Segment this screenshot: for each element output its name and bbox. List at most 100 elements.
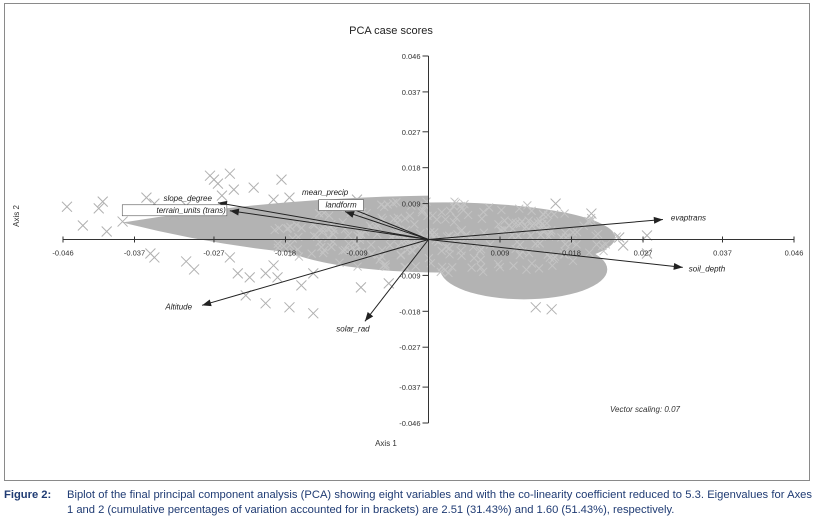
scatter-point — [307, 307, 319, 319]
vector-label: evaptrans — [671, 214, 706, 223]
vector-label: terrain_units (trans) — [156, 206, 226, 215]
cloud-texture — [572, 240, 581, 249]
cloud-texture — [393, 241, 403, 251]
cloud-texture — [289, 248, 299, 257]
scatter-point — [284, 192, 295, 203]
cloud-texture — [539, 210, 548, 219]
vector-label: mean_precip — [302, 188, 349, 197]
cloud-texture — [396, 250, 406, 260]
cloud-texture — [529, 219, 539, 228]
y-tick-label: -0.027 — [399, 343, 420, 352]
vector-solar-rad: solar_rad — [336, 239, 429, 333]
y-tick-label: 0.046 — [402, 52, 421, 61]
cloud-texture — [579, 221, 589, 231]
cloud-texture — [327, 242, 336, 252]
cloud-texture — [527, 259, 537, 268]
cloud-texture — [327, 219, 336, 229]
scatter-point — [204, 170, 216, 182]
scatter-point — [101, 226, 113, 237]
cloud-texture — [542, 218, 552, 228]
caption-text: Biplot of the final principal component … — [67, 489, 812, 516]
scatter-point — [546, 303, 558, 315]
scatter-point — [97, 196, 109, 207]
scatter-point — [296, 280, 307, 291]
caption-label: Figure 2: — [4, 489, 52, 501]
variable-vectors: slope_degree terrain_units (trans) mean_pr… — [121, 188, 726, 333]
x-tick-label: 0.027 — [634, 249, 653, 258]
cloud-texture — [381, 262, 391, 271]
scatter-point — [141, 192, 152, 203]
cloud-texture — [495, 262, 505, 272]
cloud-texture — [515, 250, 525, 260]
cloud-texture — [536, 216, 545, 226]
cloud-texture — [449, 217, 459, 227]
cloud-texture — [426, 227, 435, 237]
vector-scaling-note: Vector scaling: 0.07 — [610, 405, 681, 414]
cloud-texture — [335, 258, 344, 268]
scatter-point — [530, 301, 542, 313]
scatter-point — [276, 174, 287, 186]
y-tick-label: -0.018 — [399, 307, 420, 316]
cloud-texture — [417, 207, 427, 217]
cloud-texture — [556, 233, 566, 242]
cloud-texture — [515, 219, 525, 229]
y-tick-label: 0.018 — [402, 164, 421, 173]
cloud-texture — [478, 267, 488, 277]
scatter-point — [232, 268, 244, 279]
cloud-texture — [436, 267, 446, 277]
cloud-texture — [593, 229, 603, 239]
cloud-texture — [479, 207, 488, 217]
cloud-texture — [485, 240, 495, 249]
x-tick-label: -0.037 — [124, 249, 145, 258]
cloud-texture — [293, 245, 303, 254]
cloud-texture — [445, 206, 455, 216]
cloud-texture — [410, 219, 419, 229]
x-axis-label: Axis 1 — [375, 439, 397, 448]
y-tick-label: -0.009 — [399, 271, 420, 280]
scatter-point — [216, 190, 228, 201]
x-tick-label: 0.018 — [562, 249, 581, 258]
cloud-texture — [400, 214, 410, 223]
cloud-texture — [545, 253, 555, 263]
cloud-texture — [459, 205, 468, 215]
cloud-texture — [531, 239, 540, 249]
cloud-texture — [319, 245, 329, 255]
vector-soil-depth: soil_depth — [428, 239, 726, 273]
cloud-texture — [457, 251, 466, 261]
cloud-texture — [442, 242, 451, 252]
cloud-texture — [338, 246, 347, 256]
scatter-point — [268, 260, 279, 271]
x-tick-label: -0.018 — [275, 249, 296, 258]
chart-frame: -0.046 -0.037 -0.027 -0.018 -0.009 0.009 0.018… — [4, 3, 810, 481]
cloud-texture — [546, 226, 556, 235]
cloud-texture — [270, 225, 280, 235]
cloud-texture — [445, 249, 454, 259]
cloud-texture — [385, 241, 395, 250]
cloud-texture — [509, 261, 518, 271]
y-axis-label: Axis 2 — [12, 205, 21, 227]
cloud-texture — [282, 224, 292, 234]
cloud-texture — [279, 241, 289, 251]
cloud-texture — [392, 197, 401, 207]
cloud-texture — [568, 256, 578, 266]
cloud-texture — [294, 252, 304, 261]
vector-label: slope_degree — [163, 194, 212, 203]
vector-terrain-units-trans-: terrain_units (trans) — [121, 204, 429, 240]
cloud-texture — [292, 220, 301, 230]
cloud-texture — [288, 234, 298, 243]
cloud-texture — [514, 231, 523, 241]
cloud-texture — [484, 203, 494, 212]
cloud-texture — [601, 240, 611, 249]
cloud-texture — [377, 213, 386, 223]
cloud-texture — [376, 200, 386, 210]
cloud-texture — [538, 226, 547, 235]
cloud-texture — [328, 229, 338, 239]
x-tick-label: -0.009 — [346, 249, 367, 258]
vector-label: Altitude — [164, 302, 192, 311]
cloud-texture — [356, 247, 366, 257]
cloud-texture — [297, 223, 306, 233]
x-tick-label: 0.037 — [713, 249, 732, 258]
vector-altitude: Altitude — [164, 239, 429, 311]
cloud-texture — [467, 263, 476, 272]
cloud-texture — [449, 201, 459, 211]
